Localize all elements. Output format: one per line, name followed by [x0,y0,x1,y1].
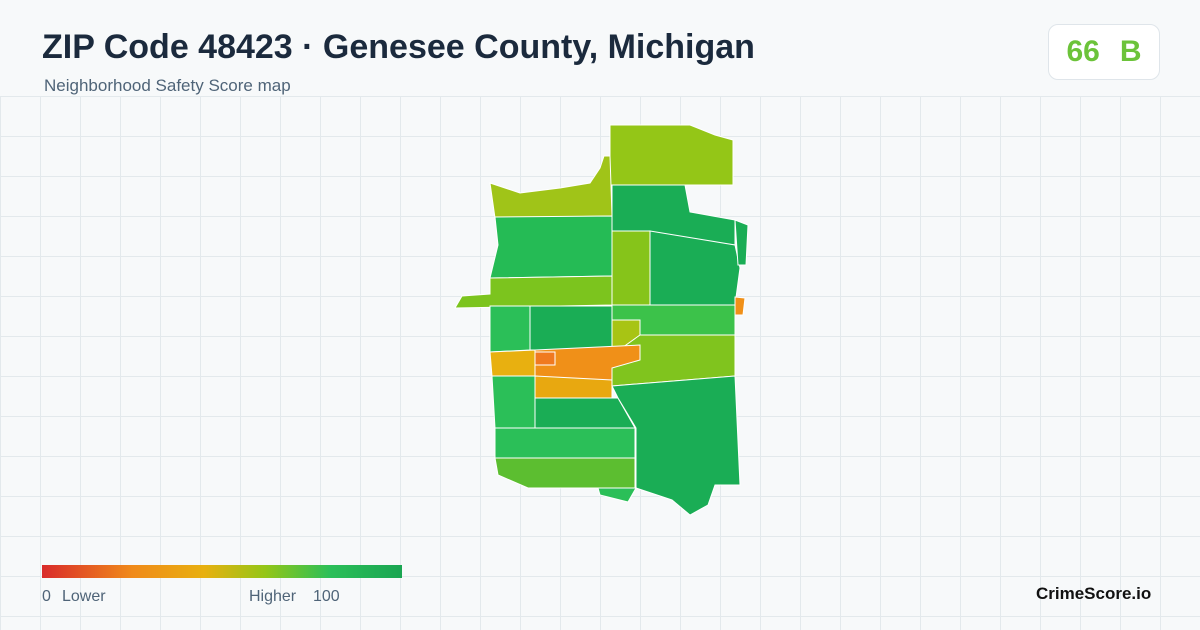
region [734,219,749,266]
title: ZIP Code 48423 · Genesee County, Michiga… [42,28,755,66]
region [534,375,613,399]
region [649,230,741,306]
region [734,296,746,316]
score-value: 66 [1066,35,1100,68]
score-grade: B [1119,35,1142,68]
header [0,0,1200,96]
region [489,155,613,219]
region [489,215,613,279]
score-badge: 66 B [1048,24,1160,80]
legend-min: 0 [42,588,51,605]
legend-max-label: Higher [249,588,297,605]
region [597,487,637,503]
legend-max: 100 [313,588,340,605]
region [494,457,636,489]
subtitle: Neighborhood Safety Score map [44,76,291,95]
region [611,375,741,516]
region [489,349,536,377]
legend-gradient [42,565,402,578]
region [491,375,536,429]
region [454,275,613,309]
region [489,305,531,353]
region [534,397,636,429]
legend-min-label: Lower [62,588,106,605]
region [611,230,651,306]
brand: CrimeScore.io [1036,584,1152,603]
region [609,124,734,186]
region [494,427,636,459]
region [534,351,556,366]
region [529,305,613,351]
